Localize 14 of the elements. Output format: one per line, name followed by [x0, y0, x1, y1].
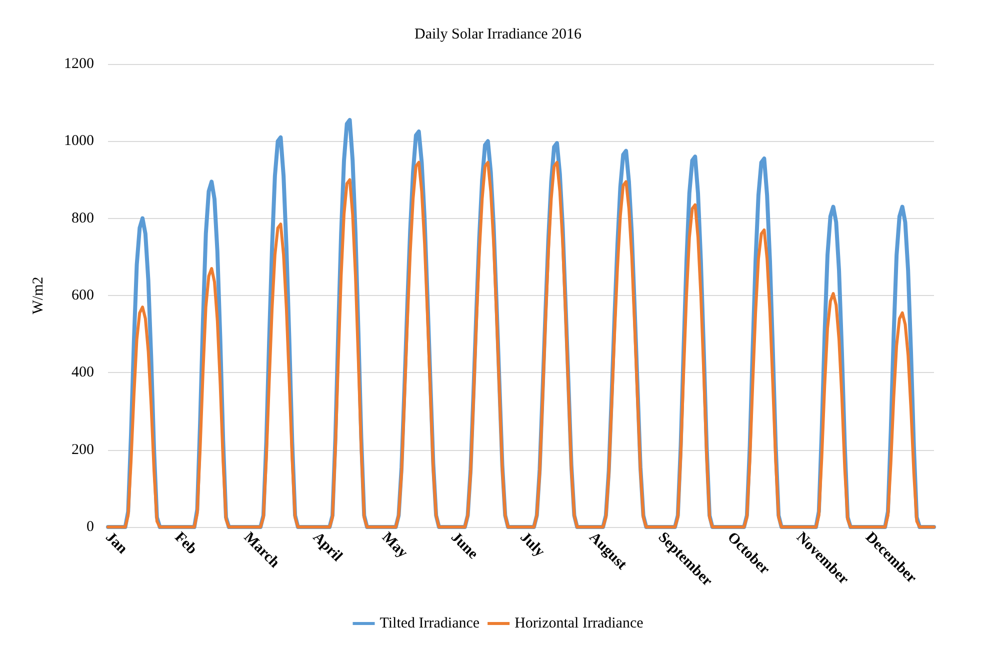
y-tick-label: 800 [72, 210, 94, 226]
y-tick-label: 400 [72, 364, 94, 381]
x-tick-label: Feb [171, 529, 200, 558]
chart-title: Daily Solar Irradiance 2016 [414, 26, 582, 42]
x-tick-label: July [516, 529, 548, 560]
legend-label: Horizontal Irradiance [514, 616, 644, 632]
y-axis-title: W/m2 [30, 276, 46, 314]
y-tick-label: 600 [72, 288, 94, 304]
y-tick-label: 200 [72, 442, 94, 458]
y-tick-label: 1000 [64, 133, 94, 150]
y-tick-label: 0 [86, 519, 94, 535]
x-tick-label: Jan [102, 529, 131, 558]
y-tick-label: 1200 [64, 56, 94, 72]
legend-label: Tilted Irradiance [380, 616, 480, 632]
